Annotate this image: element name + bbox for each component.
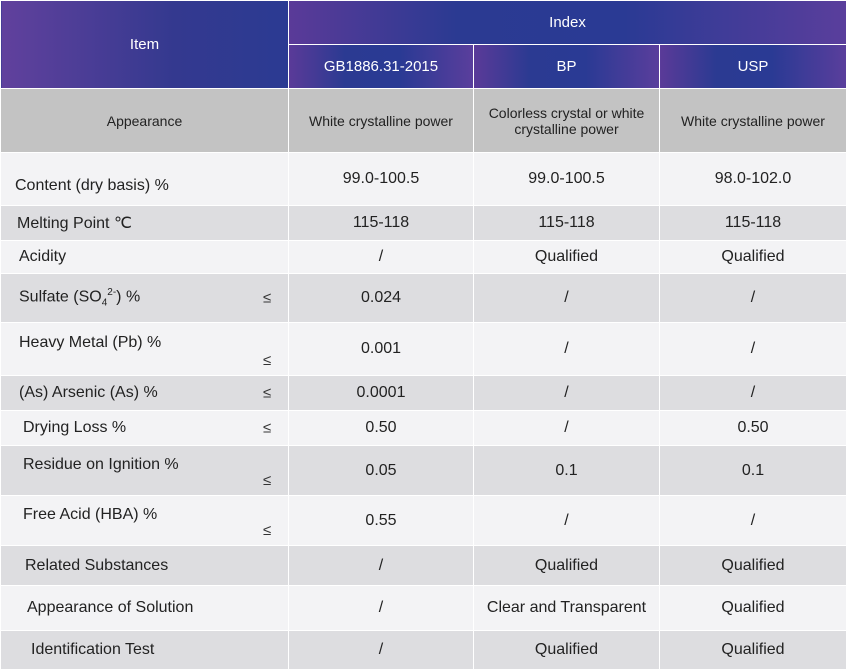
item-name: Residue on Ignition %≤ [1, 446, 289, 496]
table-row: Appearance White crystalline power Color… [1, 89, 846, 153]
value-usp: Qualified [660, 241, 846, 274]
value-gb: 99.0-100.5 [289, 153, 474, 206]
item-name: Appearance of Solution [1, 586, 289, 631]
table-row: (As) Arsenic (As) %≤ 0.0001 / / [1, 376, 846, 411]
le-symbol: ≤ [263, 420, 271, 437]
value-bp: / [474, 496, 660, 546]
value-gb: 115-118 [289, 206, 474, 241]
value-usp: / [660, 323, 846, 376]
value-gb: 0.05 [289, 446, 474, 496]
value-bp: / [474, 376, 660, 411]
le-symbol: ≤ [263, 385, 271, 402]
table-row: Melting Point ℃ 115-118 115-118 115-118 [1, 206, 846, 241]
value-bp: Qualified [474, 546, 660, 586]
header-index: Index [289, 1, 846, 45]
value-gb: 0.0001 [289, 376, 474, 411]
value-usp: Qualified [660, 631, 846, 670]
value-gb: / [289, 586, 474, 631]
item-name: Related Substances [1, 546, 289, 586]
le-symbol: ≤ [263, 472, 271, 489]
value-gb: 0.001 [289, 323, 474, 376]
value-gb: / [289, 241, 474, 274]
value-usp: 115-118 [660, 206, 846, 241]
value-usp: 0.1 [660, 446, 846, 496]
value-bp: 115-118 [474, 206, 660, 241]
value-bp: 99.0-100.5 [474, 153, 660, 206]
item-name: Drying Loss %≤ [1, 411, 289, 446]
le-symbol: ≤ [263, 522, 271, 539]
table-row: Appearance of Solution / Clear and Trans… [1, 586, 846, 631]
value-gb: White crystalline power [289, 89, 474, 153]
header-bp: BP [474, 45, 660, 89]
value-bp: Clear and Transparent [474, 586, 660, 631]
value-bp: / [474, 274, 660, 323]
value-bp: Qualified [474, 631, 660, 670]
le-symbol: ≤ [263, 352, 271, 369]
le-symbol: ≤ [263, 290, 271, 307]
table-row: Content (dry basis) % 99.0-100.5 99.0-10… [1, 153, 846, 206]
value-gb: 0.55 [289, 496, 474, 546]
table-row: Drying Loss %≤ 0.50 / 0.50 [1, 411, 846, 446]
value-usp: 98.0-102.0 [660, 153, 846, 206]
value-usp: White crystalline power [660, 89, 846, 153]
item-name: Sulfate (SO42-) %≤ [1, 274, 289, 323]
header-gb: GB1886.31-2015 [289, 45, 474, 89]
value-usp: Qualified [660, 586, 846, 631]
item-name: Identification Test [1, 631, 289, 670]
table-row: Residue on Ignition %≤ 0.05 0.1 0.1 [1, 446, 846, 496]
table-row: Free Acid (HBA) %≤ 0.55 / / [1, 496, 846, 546]
value-gb: 0.024 [289, 274, 474, 323]
table-row: Sulfate (SO42-) %≤ 0.024 / / [1, 274, 846, 323]
table-row: Acidity / Qualified Qualified [1, 241, 846, 274]
header-usp: USP [660, 45, 846, 89]
value-bp: Qualified [474, 241, 660, 274]
value-bp: / [474, 323, 660, 376]
item-name: Free Acid (HBA) %≤ [1, 496, 289, 546]
item-name: Content (dry basis) % [1, 153, 289, 206]
item-name: (As) Arsenic (As) %≤ [1, 376, 289, 411]
item-name: Appearance [1, 89, 289, 153]
value-bp: / [474, 411, 660, 446]
item-name: Acidity [1, 241, 289, 274]
table-row: Heavy Metal (Pb) %≤ 0.001 / / [1, 323, 846, 376]
header-item: Item [1, 1, 289, 89]
value-bp: 0.1 [474, 446, 660, 496]
value-usp: 0.50 [660, 411, 846, 446]
value-usp: Qualified [660, 546, 846, 586]
table-row: Related Substances / Qualified Qualified [1, 546, 846, 586]
value-bp: Colorless crystal or white crystalline p… [474, 89, 660, 153]
value-gb: / [289, 546, 474, 586]
value-gb: / [289, 631, 474, 670]
value-gb: 0.50 [289, 411, 474, 446]
value-usp: / [660, 274, 846, 323]
item-name: Heavy Metal (Pb) %≤ [1, 323, 289, 376]
value-usp: / [660, 376, 846, 411]
value-usp: / [660, 496, 846, 546]
table-row: Identification Test / Qualified Qualifie… [1, 631, 846, 670]
item-name: Melting Point ℃ [1, 206, 289, 241]
